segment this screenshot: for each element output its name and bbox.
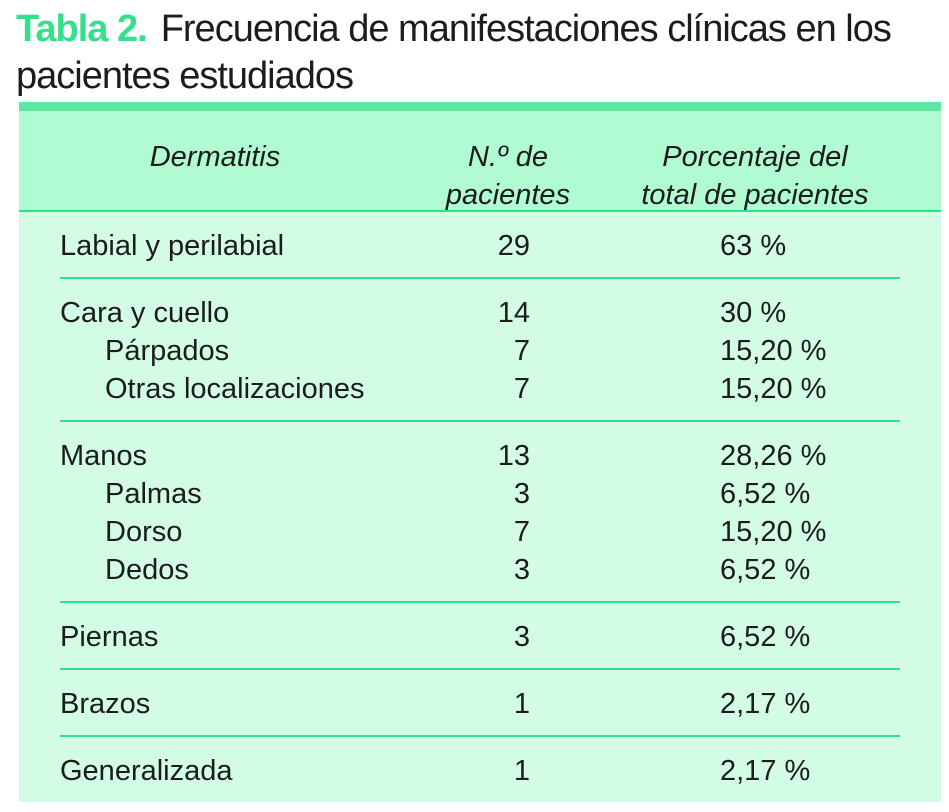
group-divider [60,601,900,603]
group-divider [60,668,900,670]
row-patient-count-cell: 14 [497,296,530,329]
table-row: Dorso 7 15,20 % [19,513,941,551]
table-caption: Tabla 2. Frecuencia de manifestaciones cl… [16,6,916,100]
row-label-cell: Manos [60,439,148,472]
column-header-line: total de pacientes [641,179,869,211]
row-percentage-cell: 15,20 % [720,334,827,367]
row-percentage-cell: 6,52 % [720,620,811,653]
row-patient-count-cell: 1 [513,754,530,787]
table-row: Brazos 1 2,17 % [19,685,941,723]
row-group: Brazos 1 2,17 % [19,670,941,735]
row-label-cell: Párpados [105,334,230,367]
group-divider [60,735,900,737]
table-row: Manos 13 28,26 % [19,437,941,475]
row-patient-count-cell: 3 [513,620,530,653]
row-label-cell: Dedos [105,553,189,586]
row-label-cell: Dorso [105,515,183,548]
row-percentage-cell: 30 % [720,296,787,329]
page: Tabla 2. Frecuencia de manifestaciones cl… [0,6,949,802]
table-row: Otras localizaciones 7 15,20 % [19,370,941,408]
table-row: Cara y cuello 14 30 % [19,294,941,332]
table-top-accent-bar [19,102,941,111]
row-group: Labial y perilabial 29 63 % [19,212,941,277]
row-label-cell: Palmas [105,477,202,510]
row-percentage-cell: 6,52 % [720,477,811,510]
row-percentage-cell: 15,20 % [720,372,827,405]
column-header-porcentaje: Porcentaje del total de pacientes [605,138,905,211]
table-caption-text: Frecuencia de manifestaciones clínicas e… [16,8,892,97]
row-patient-count-cell: 3 [513,477,530,510]
row-label-cell: Generalizada [60,754,233,787]
table-row: Piernas 3 6,52 % [19,618,941,656]
row-percentage-cell: 6,52 % [720,553,811,586]
row-patient-count-cell: 13 [497,439,530,472]
row-label-cell: Piernas [60,620,159,653]
row-label-cell: Brazos [60,687,151,720]
row-patient-count-cell: 29 [497,229,530,262]
row-group: Piernas 3 6,52 % [19,603,941,668]
table-row: Generalizada 1 2,17 % [19,752,941,790]
group-divider [60,277,900,279]
table-header-row: Dermatitis N.º de pacientes Porcentaje d… [19,111,941,212]
table-row: Párpados 7 15,20 % [19,332,941,370]
row-percentage-cell: 2,17 % [720,754,811,787]
row-patient-count-cell: 1 [513,687,530,720]
table-row: Dedos 3 6,52 % [19,551,941,589]
row-percentage-cell: 2,17 % [720,687,811,720]
table-row: Labial y perilabial 29 63 % [19,227,941,265]
row-patient-count-cell: 7 [513,372,530,405]
table: Dermatitis N.º de pacientes Porcentaje d… [19,102,941,802]
column-header-dermatitis: Dermatitis [19,138,411,210]
group-divider [60,420,900,422]
row-patient-count-cell: 7 [513,334,530,367]
row-patient-count-cell: 3 [513,553,530,586]
row-patient-count-cell: 7 [513,515,530,548]
row-percentage-cell: 15,20 % [720,515,827,548]
table-body: Labial y perilabial 29 63 % Cara y cuello 14… [19,212,941,802]
row-percentage-cell: 28,26 % [720,439,827,472]
row-label-cell: Cara y cuello [60,296,230,329]
column-header-n-pacientes: N.º de pacientes [411,138,605,211]
row-label-cell: Otras localizaciones [105,372,365,405]
row-group: Cara y cuello 14 30 % Párpados 7 15,20 % Otras… [19,279,941,420]
table-row: Palmas 3 6,52 % [19,475,941,513]
row-group: Manos 13 28,26 % Palmas 3 6,52 % Dorso 7 15,20 %… [19,422,941,601]
column-header-line: pacientes [445,179,571,211]
table-caption-number: Tabla 2. [16,8,148,50]
row-group: Generalizada 1 2,17 % [19,737,941,802]
column-header-line: Dermatitis [149,141,281,173]
row-label-cell: Labial y perilabial [60,229,285,262]
column-header-line: N.º de [468,141,548,173]
column-header-line: Porcentaje del [662,141,848,173]
row-percentage-cell: 63 % [720,229,787,262]
